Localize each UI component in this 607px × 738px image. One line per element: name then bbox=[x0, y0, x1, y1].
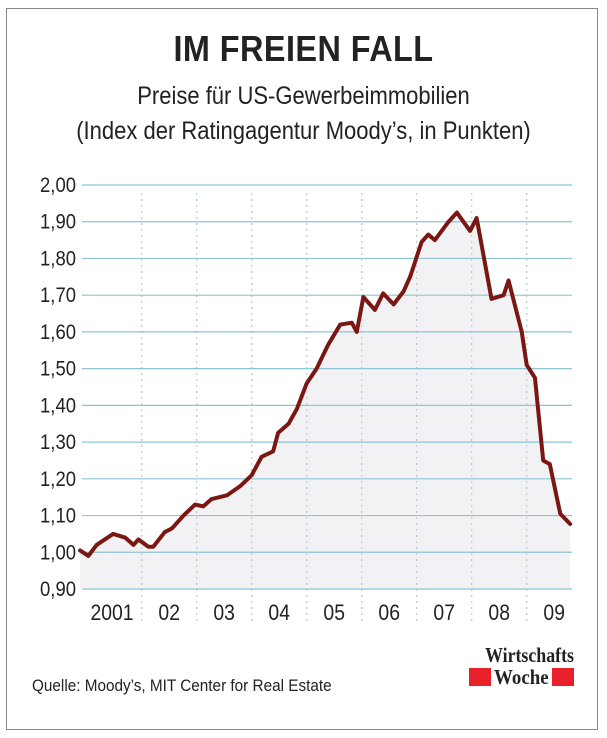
y-tick-label: 1,80 bbox=[40, 247, 76, 270]
x-tick-label: 07 bbox=[433, 601, 455, 625]
x-tick-label: 2001 bbox=[90, 601, 133, 625]
chart-frame bbox=[6, 8, 598, 730]
y-tick-label: 0,90 bbox=[40, 578, 76, 601]
x-tick-label: 05 bbox=[323, 601, 345, 625]
y-tick-label: 2,00 bbox=[40, 174, 76, 197]
x-tick-label: 06 bbox=[378, 601, 400, 625]
x-tick-label: 09 bbox=[543, 601, 565, 625]
wirtschaftswoche-logo: Wirtschafts Woche bbox=[456, 644, 574, 688]
y-tick-label: 1,20 bbox=[40, 468, 76, 491]
y-tick-label: 1,50 bbox=[40, 358, 76, 381]
x-tick-label: 02 bbox=[158, 601, 180, 625]
source-note: Quelle: Moody’s, MIT Center for Real Est… bbox=[32, 676, 332, 695]
y-tick-label: 1,40 bbox=[40, 394, 76, 417]
x-tick-label: 04 bbox=[268, 601, 290, 625]
chart-subtitle-2: (Index der Ratingagentur Moody’s, in Pun… bbox=[76, 117, 531, 145]
area-fill bbox=[80, 212, 571, 589]
x-tick-label: 08 bbox=[488, 601, 510, 625]
chart-subtitle: Preise für US-Gewerbeimmobilien bbox=[137, 82, 470, 110]
y-tick-label: 1,90 bbox=[40, 211, 76, 234]
y-tick-label: 1,70 bbox=[40, 284, 76, 307]
y-tick-label: 1,10 bbox=[40, 504, 76, 527]
price-index-line bbox=[78, 210, 573, 558]
y-tick-label: 1,00 bbox=[40, 541, 76, 564]
y-tick-label: 1,60 bbox=[40, 321, 76, 344]
y-tick-label: 1,30 bbox=[40, 431, 76, 454]
chart-title: IM FREIEN FALL bbox=[173, 28, 434, 69]
x-tick-label: 03 bbox=[213, 601, 235, 625]
